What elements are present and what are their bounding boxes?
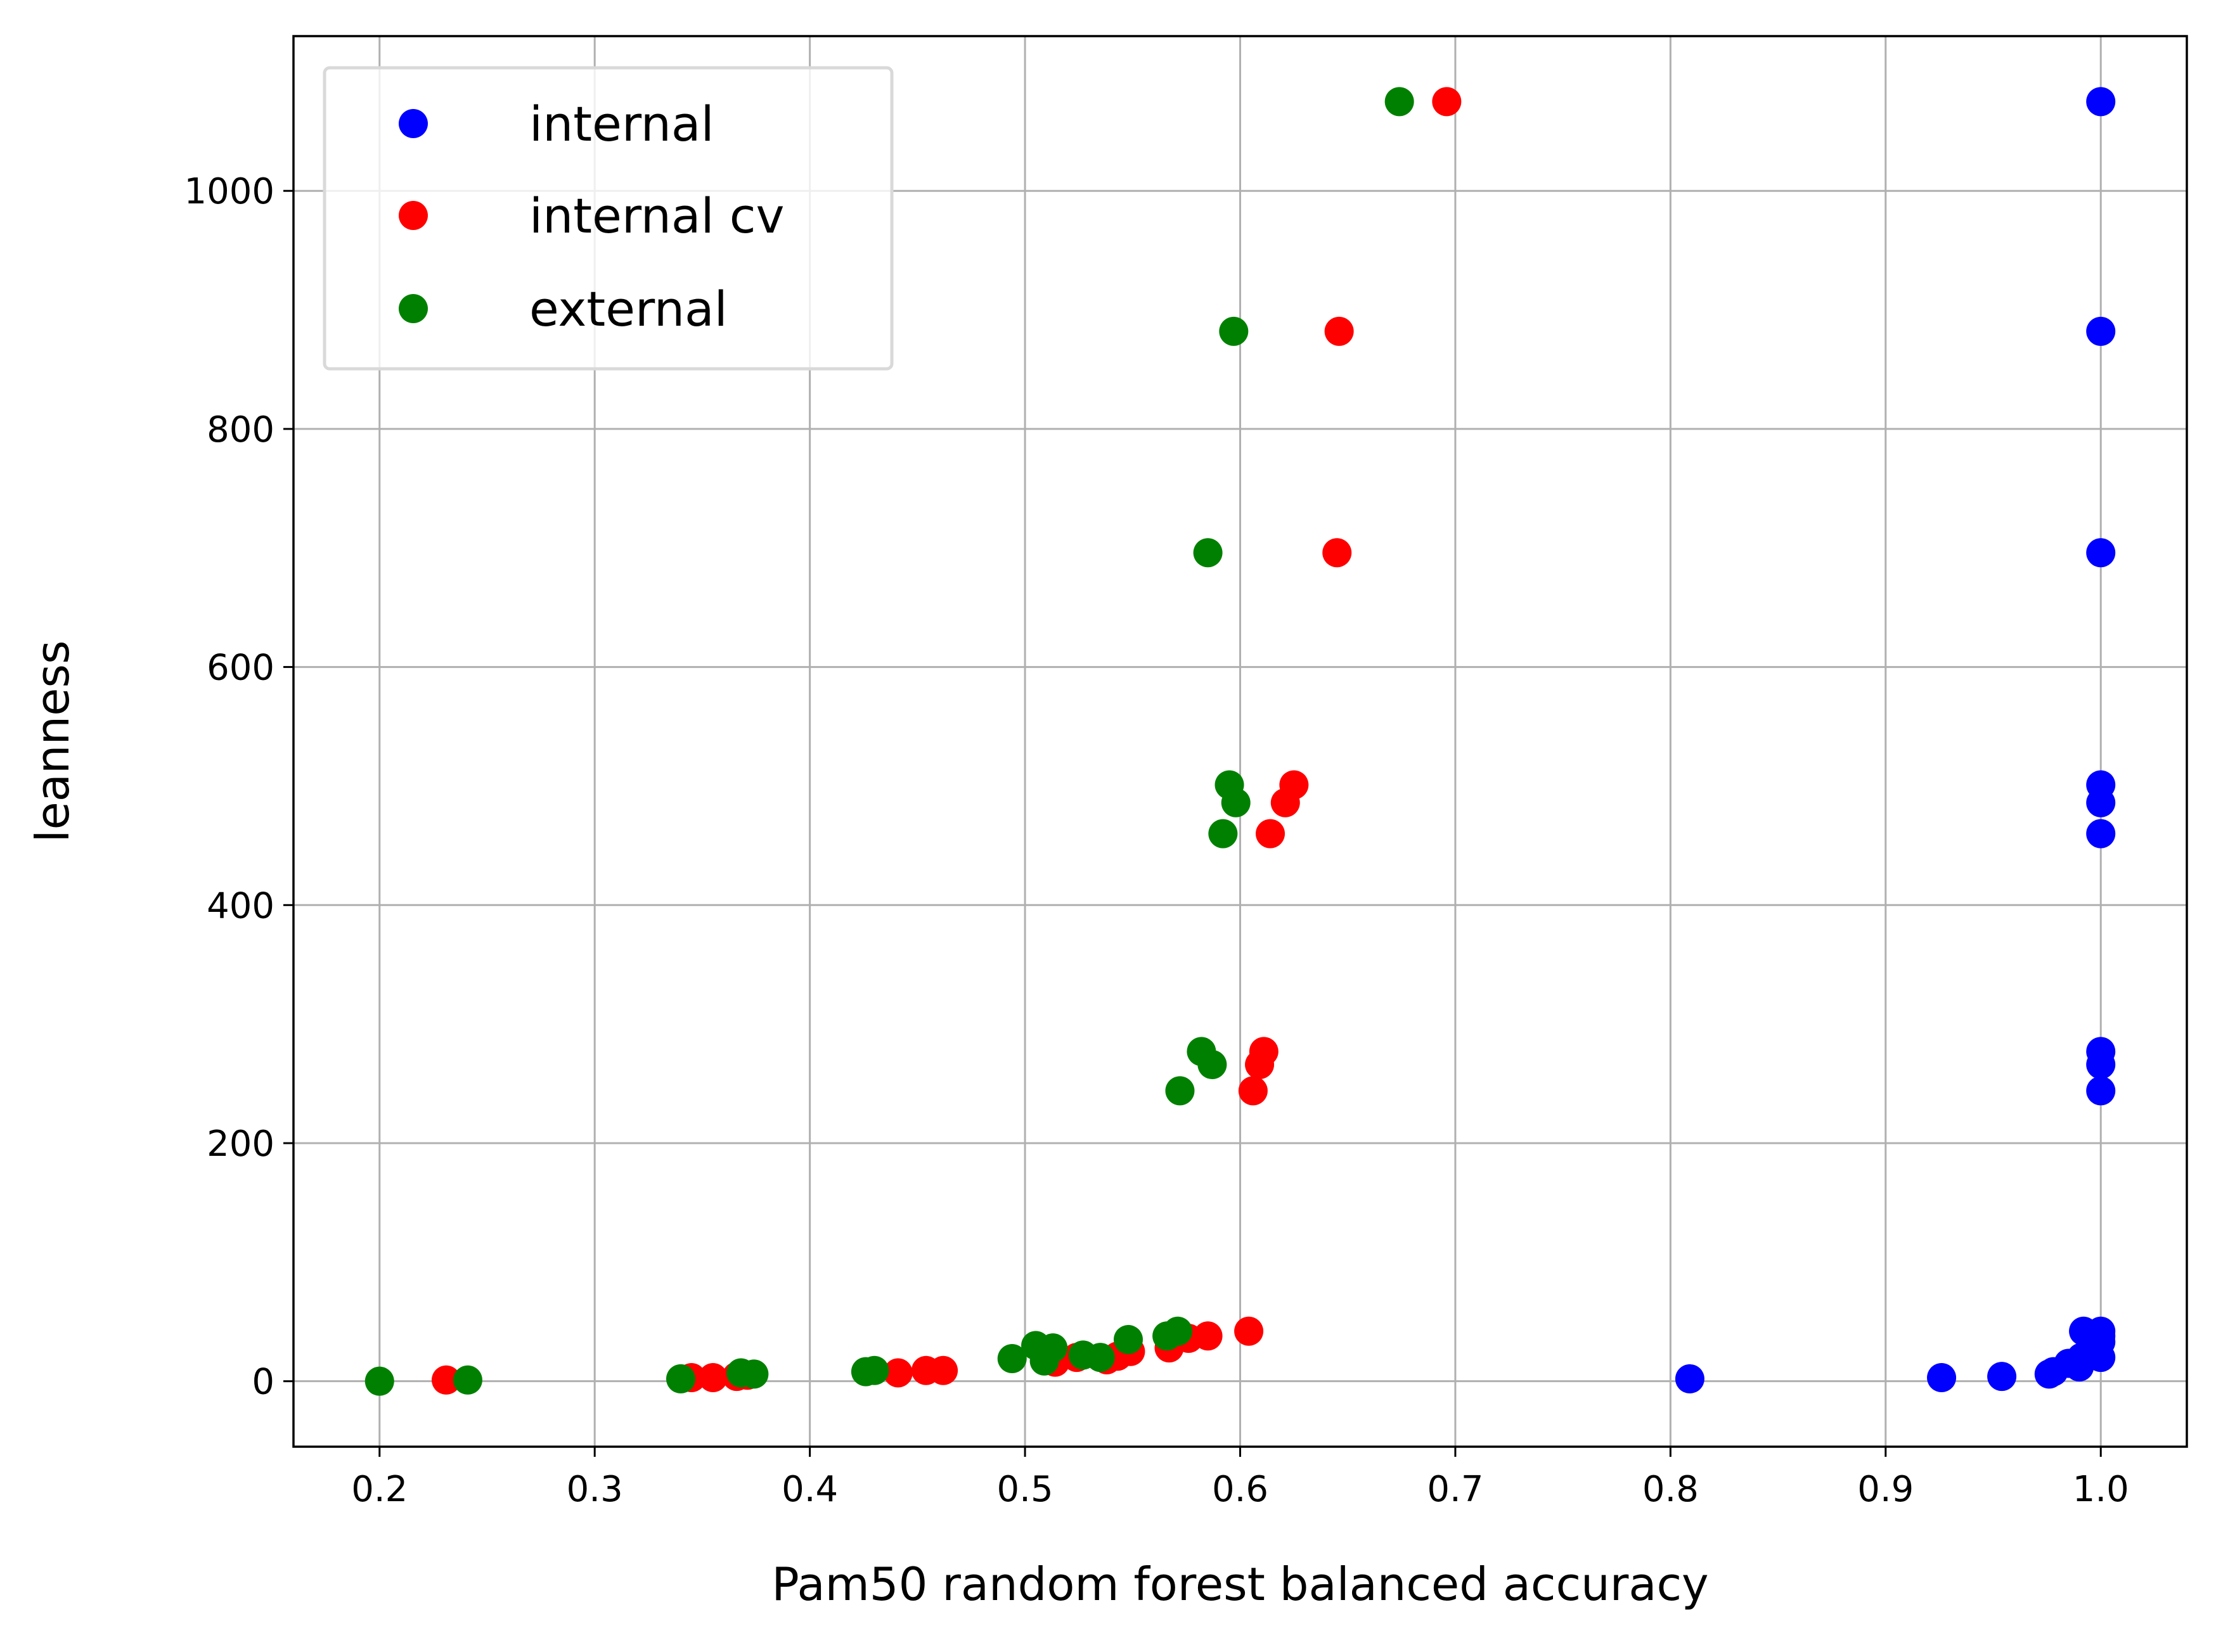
data-point — [911, 1355, 941, 1385]
data-point — [1208, 819, 1238, 848]
legend-frame — [323, 66, 894, 371]
data-point — [2086, 87, 2116, 117]
legend-items: internal internal cv external — [399, 96, 785, 337]
series-internal — [1675, 87, 2116, 1393]
legend-label: internal cv — [529, 188, 785, 244]
data-point — [1432, 87, 1462, 117]
data-point — [997, 1343, 1027, 1373]
data-point — [2086, 1050, 2116, 1080]
data-point — [2086, 788, 2116, 817]
data-point — [2069, 1316, 2099, 1346]
x-tick-label: 0.5 — [997, 1469, 1053, 1510]
data-point — [1021, 1331, 1051, 1361]
legend: internal internal cv external — [323, 66, 894, 371]
x-tick-label: 0.6 — [1212, 1469, 1268, 1510]
data-point — [1270, 788, 1300, 817]
data-point — [453, 1365, 482, 1395]
x-axis-label: Pam50 random forest balanced accuracy — [771, 1558, 1708, 1611]
y-tick-label: 400 — [207, 885, 274, 926]
data-point — [1238, 1076, 1268, 1106]
axis-ticks: 0.2 0.3 0.4 0.5 0.6 0.7 0.8 0.9 1.0 0 200 400 600 800… — [184, 171, 2129, 1510]
data-point — [1927, 1363, 1957, 1393]
data-point — [1193, 538, 1223, 568]
y-axis-label: leanness — [26, 640, 79, 842]
data-point — [2086, 538, 2116, 568]
data-point — [1113, 1324, 1143, 1354]
data-point — [1234, 1316, 1264, 1346]
data-point — [1675, 1364, 1704, 1393]
data-points — [364, 87, 2116, 1396]
data-point — [2034, 1359, 2064, 1389]
legend-marker — [399, 201, 428, 230]
data-point — [1165, 1076, 1195, 1106]
legend-marker — [399, 109, 428, 138]
y-tick-label: 200 — [207, 1124, 274, 1165]
x-tick-label: 0.7 — [1427, 1469, 1483, 1510]
series-external — [364, 87, 1414, 1396]
y-tick-label: 800 — [207, 409, 274, 451]
data-point — [1987, 1362, 2017, 1392]
x-tick-label: 0.4 — [782, 1469, 838, 1510]
data-point — [2086, 1076, 2116, 1106]
data-point — [851, 1357, 880, 1386]
data-point — [1256, 819, 1285, 848]
data-point — [726, 1358, 756, 1388]
legend-marker — [399, 294, 428, 323]
x-tick-label: 0.9 — [1857, 1469, 1914, 1510]
data-point — [2086, 819, 2116, 848]
data-point — [1245, 1050, 1275, 1080]
x-tick-label: 1.0 — [2073, 1469, 2129, 1510]
x-tick-label: 0.8 — [1642, 1469, 1699, 1510]
data-point — [2086, 316, 2116, 346]
data-point — [1068, 1340, 1098, 1370]
data-point — [1384, 87, 1414, 117]
x-tick-label: 0.2 — [351, 1469, 408, 1510]
legend-label: external — [529, 281, 728, 337]
data-point — [1322, 538, 1352, 568]
data-point — [364, 1366, 394, 1396]
data-point — [883, 1358, 913, 1388]
data-point — [1197, 1050, 1227, 1080]
data-point — [1152, 1321, 1182, 1351]
data-point — [666, 1364, 695, 1393]
data-point — [1324, 316, 1354, 346]
y-tick-label: 1000 — [184, 171, 274, 212]
data-point — [1219, 316, 1249, 346]
legend-label: internal — [529, 96, 714, 152]
data-point — [1221, 788, 1251, 817]
x-tick-label: 0.3 — [567, 1469, 623, 1510]
data-point — [431, 1365, 461, 1395]
y-tick-label: 0 — [252, 1362, 274, 1403]
data-point — [698, 1363, 728, 1393]
y-tick-label: 600 — [207, 648, 274, 689]
